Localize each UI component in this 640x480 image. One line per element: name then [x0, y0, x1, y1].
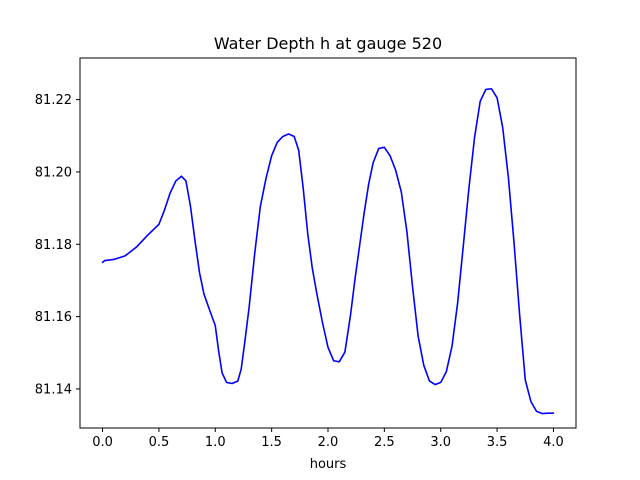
y-tick-label: 81.16: [35, 310, 72, 325]
x-tick-label: 1.0: [205, 435, 226, 450]
y-tick-label: 81.14: [35, 382, 72, 397]
x-axis-label: hours: [310, 457, 347, 472]
x-tick-label: 3.0: [430, 435, 451, 450]
x-tick-label: 3.5: [487, 435, 508, 450]
x-tick-label: 0.5: [149, 435, 170, 450]
y-tick-label: 81.22: [35, 93, 72, 108]
y-tick-label: 81.20: [35, 165, 72, 180]
axes-frame: [79, 57, 577, 429]
x-tick-label: 2.0: [318, 435, 339, 450]
axis-ticks: 0.0 0.5 1.0 1.5 2.0 2.5 3.0 3.5 4.0 81.14 81.16 81.…: [35, 93, 564, 450]
series-line-0: [101, 87, 555, 415]
y-tick-label: 81.18: [35, 238, 72, 253]
x-tick-label: 1.5: [261, 435, 282, 450]
chart-title: Water Depth h at gauge 520: [214, 34, 442, 53]
x-tick-label: 4.0: [543, 435, 564, 450]
x-tick-label: 0.0: [92, 435, 113, 450]
plot-area: [101, 87, 555, 415]
x-tick-label: 2.5: [374, 435, 395, 450]
